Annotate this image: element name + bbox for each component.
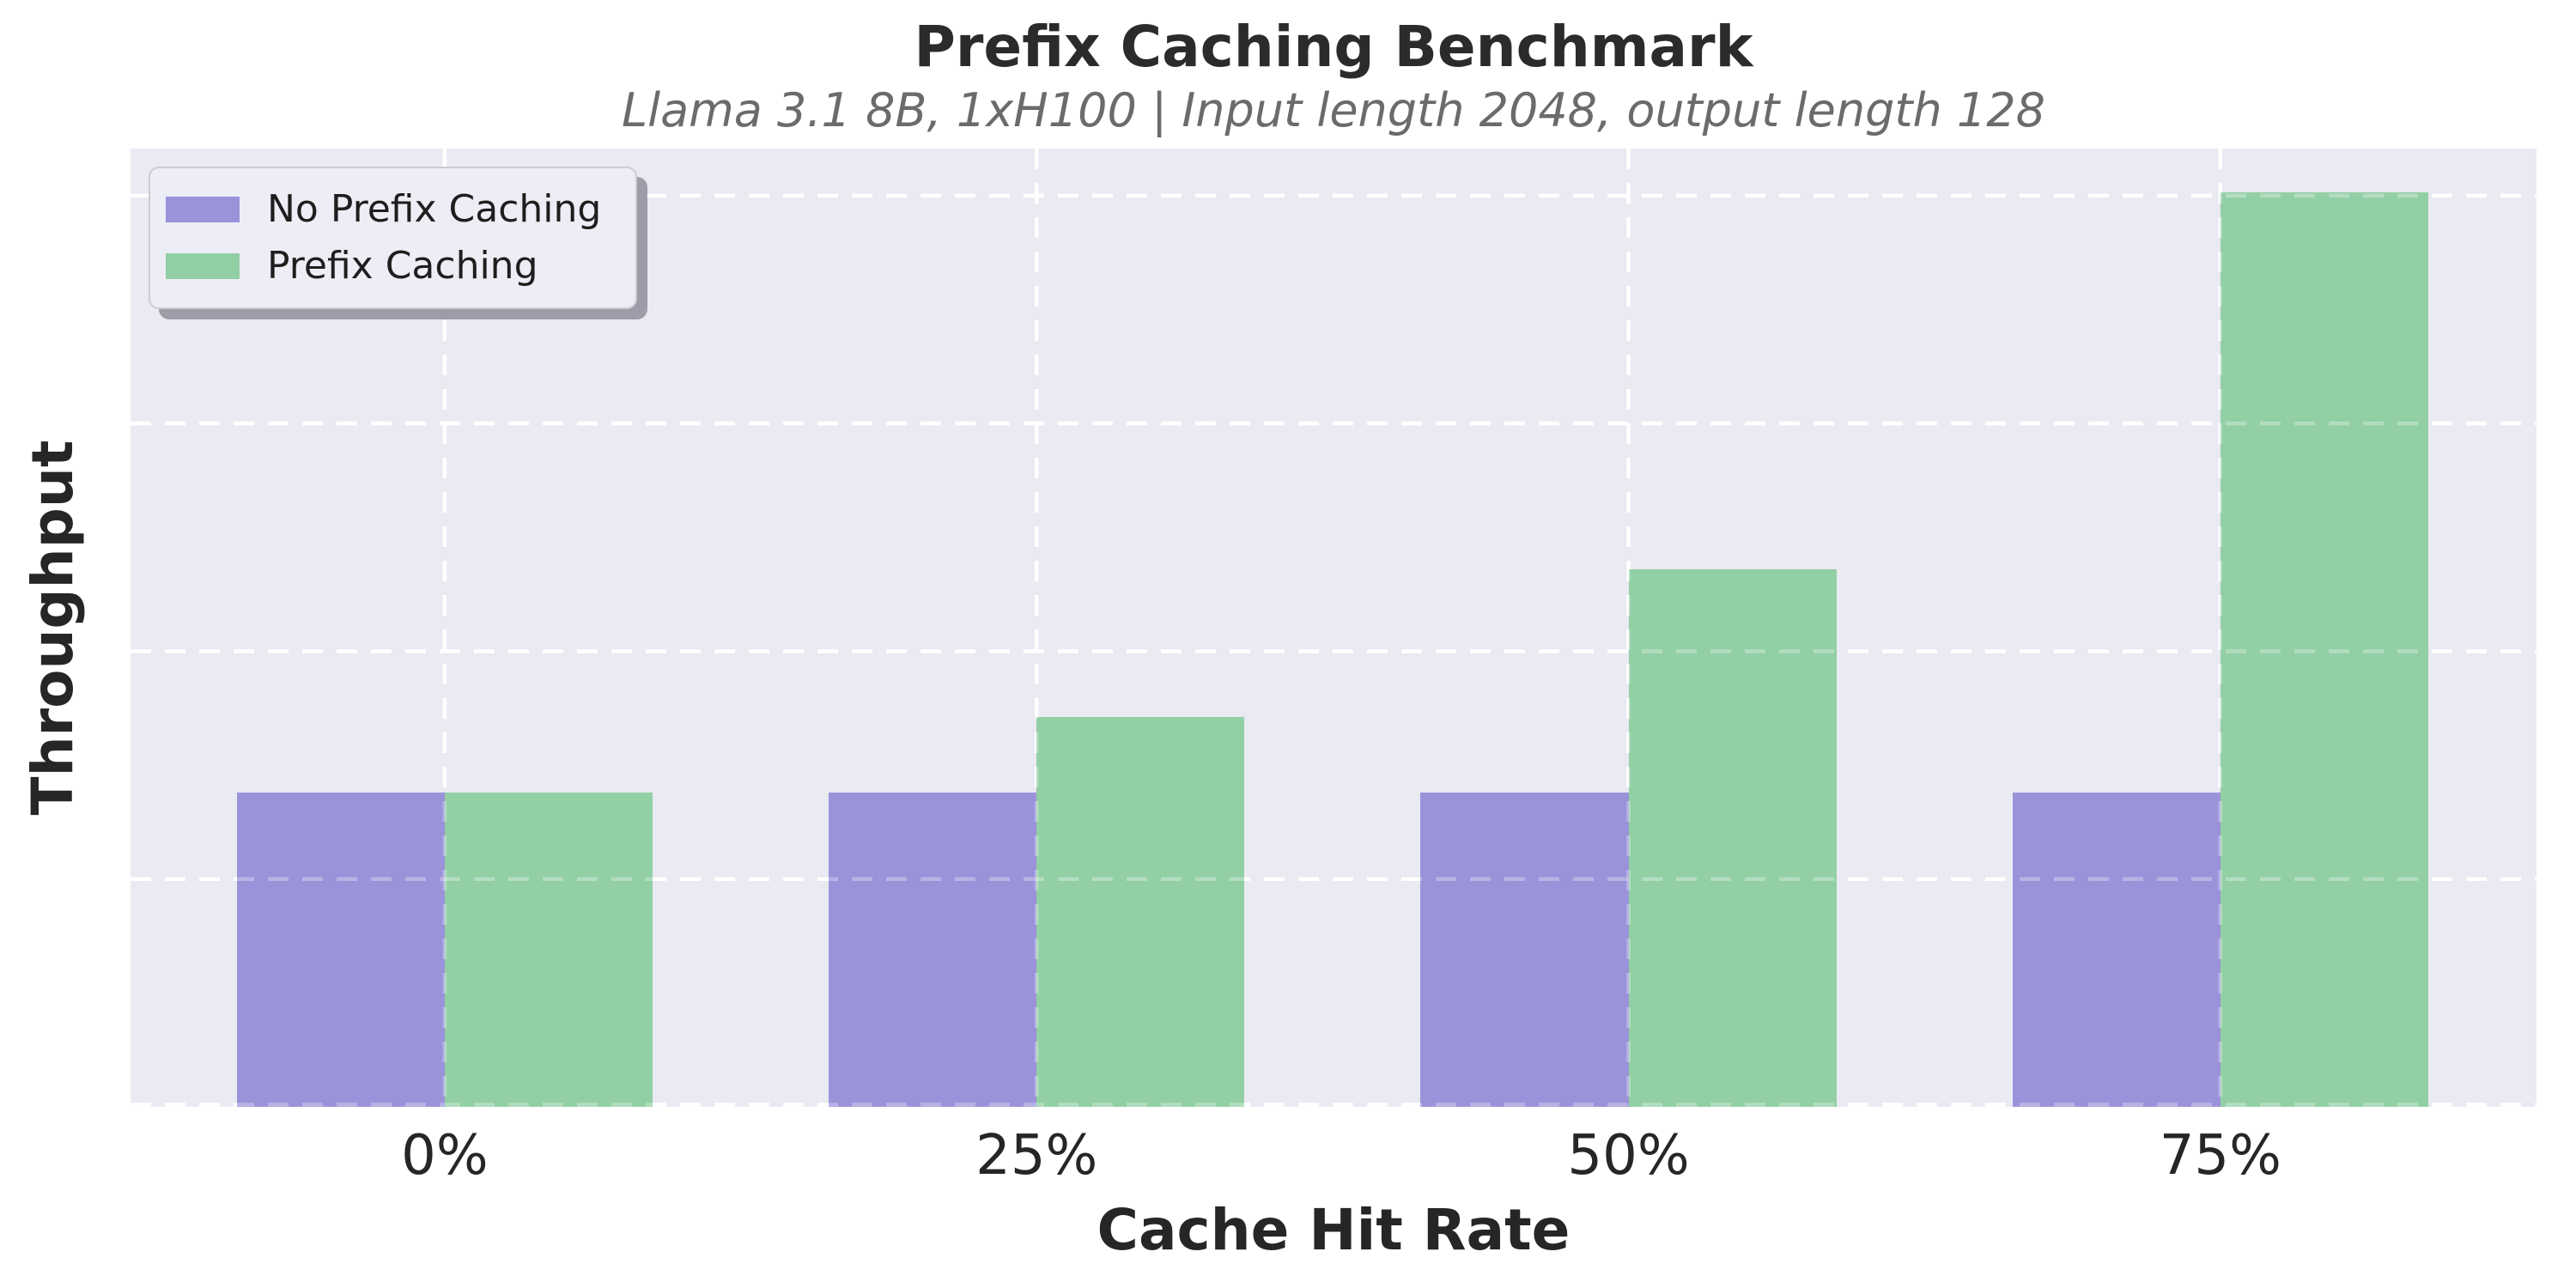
legend-label-no-prefix-caching: No Prefix Caching <box>267 187 602 231</box>
bars-layer <box>131 149 2537 1107</box>
bar-no-prefix-caching-25% <box>829 793 1037 1107</box>
x-tick-label-25%: 25% <box>975 1124 1098 1188</box>
x-tick-label-50%: 50% <box>1567 1124 1690 1188</box>
y-axis-label: Throughput <box>20 440 86 816</box>
legend-item-no-prefix-caching: No Prefix Caching <box>166 185 601 234</box>
x-axis-label: Cache Hit Rate <box>1097 1197 1571 1263</box>
x-tick-label-0%: 0% <box>401 1124 489 1188</box>
bar-no-prefix-caching-0% <box>236 793 445 1107</box>
bar-no-prefix-caching-75% <box>2012 793 2221 1107</box>
bar-prefix-caching-0% <box>444 793 653 1107</box>
legend-swatch-prefix-caching <box>166 253 240 279</box>
bar-prefix-caching-25% <box>1036 717 1245 1107</box>
chart-subtitle: Llama 3.1 8B, 1xH100 | Input length 2048… <box>622 83 2045 137</box>
legend-label-prefix-caching: Prefix Caching <box>267 244 538 288</box>
gridlines-over-bars <box>131 149 2537 1107</box>
bar-prefix-caching-50% <box>1628 569 1837 1107</box>
x-tick-label-75%: 75% <box>2159 1124 2281 1188</box>
bar-prefix-caching-75% <box>2220 192 2428 1107</box>
legend: No Prefix Caching Prefix Caching <box>149 167 638 309</box>
chart-title: Prefix Caching Benchmark <box>914 14 1753 80</box>
legend-swatch-no-prefix-caching <box>166 197 240 222</box>
legend-item-prefix-caching: Prefix Caching <box>166 242 601 290</box>
plot-area: No Prefix Caching Prefix Caching <box>131 149 2537 1107</box>
bar-no-prefix-caching-50% <box>1420 793 1629 1107</box>
